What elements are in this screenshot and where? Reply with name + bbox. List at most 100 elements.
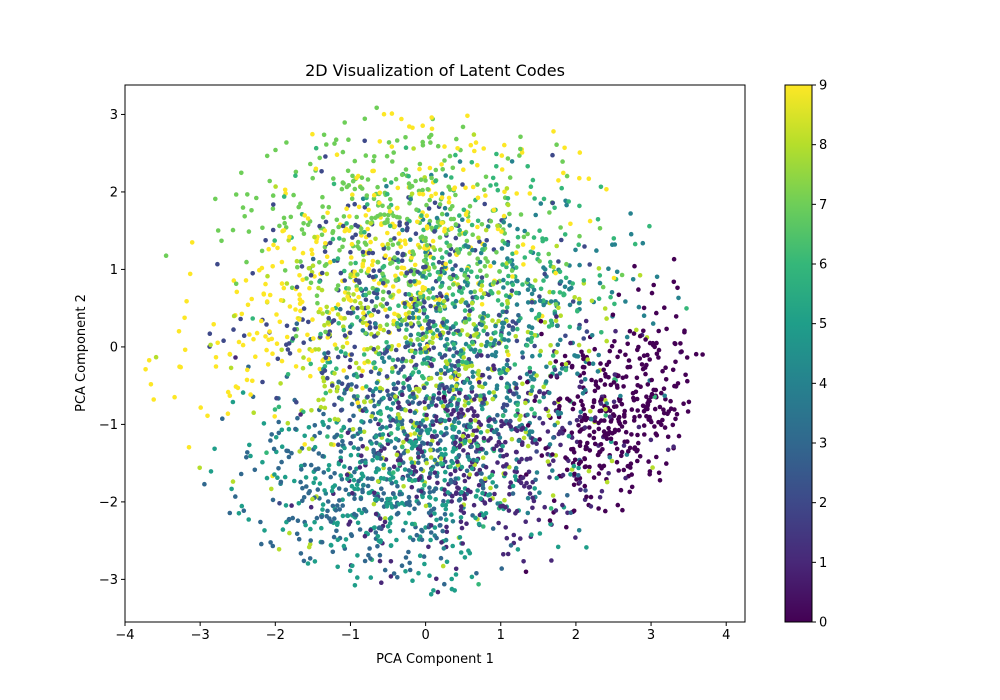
scatter-point-class-5 [308,526,313,532]
scatter-point-class-8 [364,446,370,451]
scatter-point-class-6 [599,330,604,335]
scatter-point-class-8 [422,406,428,411]
scatter-point-class-4 [505,256,510,261]
scatter-point-class-0 [572,457,578,463]
scatter-point-class-0 [646,459,651,464]
scatter-point-class-6 [567,324,573,330]
scatter-point-class-1 [512,426,518,432]
scatter-point-class-2 [431,345,437,351]
scatter-point-class-3 [338,306,343,312]
scatter-point-class-4 [466,424,472,429]
scatter-point-class-2 [392,236,397,241]
scatter-point-class-2 [367,325,373,330]
scatter-point-class-9 [293,364,299,369]
scatter-point-class-0 [646,397,652,403]
scatter-point-class-8 [325,320,331,326]
scatter-point-class-0 [591,399,597,405]
scatter-point-class-6 [431,323,437,329]
scatter-point-class-9 [213,364,219,369]
scatter-point-class-8 [480,384,485,390]
scatter-point-class-4 [609,290,615,295]
scatter-point-class-5 [429,467,435,472]
scatter-point-class-8 [335,417,341,423]
scatter-point-class-3 [395,575,400,580]
scatter-point-class-1 [233,355,238,360]
scatter-point-class-0 [574,477,579,482]
scatter-point-class-7 [437,235,443,240]
scatter-point-class-7 [233,192,239,197]
scatter-point-class-1 [526,469,532,475]
scatter-point-class-6 [532,196,537,201]
scatter-point-class-3 [374,440,379,446]
scatter-point-class-1 [527,491,533,496]
scatter-point-class-8 [476,235,481,241]
scatter-point-class-3 [442,512,448,517]
scatter-point-class-7 [441,316,447,322]
scatter-point-class-5 [236,511,242,516]
scatter-point-class-2 [563,333,568,339]
scatter-point-class-7 [429,225,435,231]
scatter-point-class-6 [318,331,323,337]
scatter-point-class-0 [587,448,593,453]
scatter-point-class-3 [428,530,434,535]
scatter-point-class-6 [313,145,319,151]
scatter-point-class-9 [479,302,485,307]
scatter-point-class-4 [525,277,531,283]
scatter-point-class-6 [577,203,582,209]
scatter-point-class-7 [355,272,360,277]
scatter-point-class-0 [642,432,647,437]
scatter-point-class-7 [521,234,527,240]
scatter-point-class-6 [464,267,470,273]
scatter-point-class-7 [337,248,342,253]
scatter-point-class-5 [431,588,436,593]
scatter-point-class-3 [399,422,405,427]
scatter-point-class-8 [306,544,312,550]
scatter-point-class-2 [436,396,441,401]
scatter-point-class-5 [283,503,289,508]
scatter-point-class-0 [626,449,631,454]
scatter-point-class-7 [374,105,380,111]
scatter-point-class-1 [491,363,496,369]
scatter-point-class-4 [469,386,474,391]
scatter-point-class-1 [500,503,506,509]
scatter-point-class-9 [448,226,454,232]
scatter-point-class-1 [474,471,479,477]
scatter-point-class-5 [443,506,449,512]
scatter-point-class-3 [295,518,301,523]
scatter-point-class-5 [427,495,433,500]
scatter-point-class-7 [392,255,397,260]
scatter-point-class-3 [339,476,345,482]
scatter-point-class-0 [647,340,653,346]
scatter-point-class-1 [506,508,512,513]
scatter-point-class-9 [510,274,515,279]
scatter-point-class-8 [604,316,609,321]
scatter-point-class-7 [270,206,276,211]
scatter-point-class-5 [372,525,377,530]
scatter-point-class-0 [636,344,641,350]
scatter-point-class-6 [344,221,349,226]
y-tick-label: −1 [99,418,118,433]
scatter-point-class-7 [352,186,358,192]
scatter-point-class-3 [326,425,331,430]
scatter-point-class-0 [591,429,597,435]
scatter-point-class-5 [451,446,457,451]
scatter-point-class-8 [554,243,559,249]
scatter-point-class-5 [385,438,390,443]
scatter-point-class-2 [426,206,432,211]
scatter-point-class-0 [588,494,594,500]
colorbar [784,84,813,623]
scatter-point-class-3 [238,471,244,477]
scatter-point-class-1 [457,443,463,448]
scatter-point-class-0 [619,401,625,407]
scatter-point-class-3 [332,435,337,440]
scatter-point-class-0 [635,408,640,413]
scatter-point-class-8 [430,340,435,346]
scatter-point-class-2 [317,223,322,229]
scatter-point-class-8 [353,360,359,366]
scatter-point-class-5 [438,430,444,435]
scatter-point-class-6 [339,396,345,402]
scatter-point-class-3 [420,528,425,534]
scatter-point-class-4 [374,380,380,386]
scatter-point-class-1 [508,480,513,485]
scatter-point-class-9 [475,195,481,201]
